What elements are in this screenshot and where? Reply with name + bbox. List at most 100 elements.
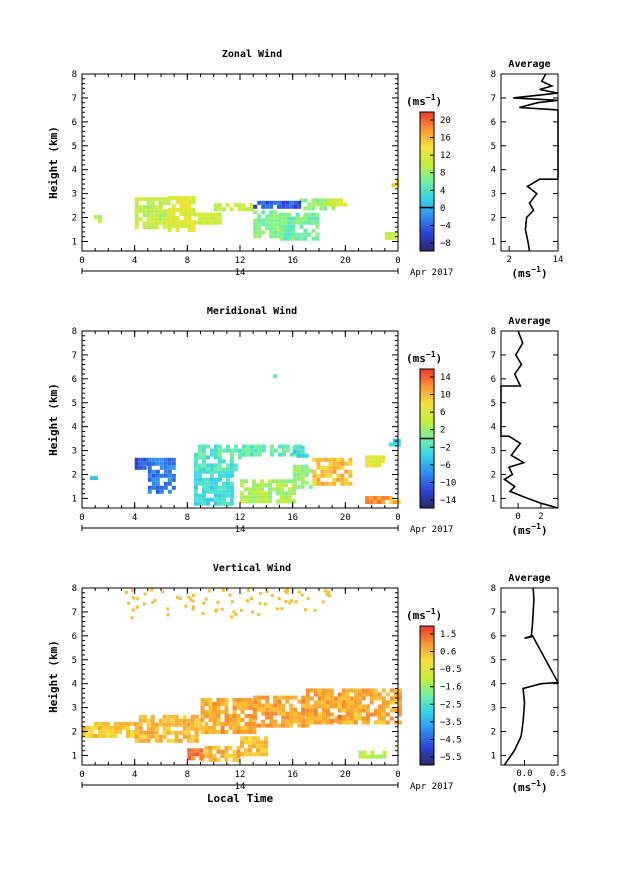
heatmap-cell [134, 461, 139, 466]
heatmap-cell [229, 469, 234, 474]
heatmap-cell [341, 688, 346, 693]
heatmap-cell [300, 468, 305, 473]
heatmap-cell [357, 692, 362, 697]
heatmap-cell [257, 452, 262, 457]
heatmap-cell [191, 200, 196, 204]
heatmap-cell [244, 740, 248, 745]
heatmap-cell [208, 718, 213, 722]
heatmap-cell [237, 203, 242, 208]
heatmap-cell [269, 444, 274, 449]
heatmap-cell [187, 595, 191, 599]
heatmap-cell [381, 496, 386, 500]
heatmap-cell [315, 224, 320, 229]
heatmap-cell [150, 225, 155, 230]
heatmap-cell [261, 204, 266, 209]
x-tick-label: 20 [340, 770, 351, 780]
heatmap-cell [373, 463, 378, 468]
heatmap-cell [212, 730, 217, 734]
heatmap-cell [321, 720, 326, 725]
x-tick-label: 16 [287, 770, 298, 780]
heatmap-cell [154, 738, 159, 743]
heatmap-cell [264, 491, 268, 496]
heatmap-cell [265, 222, 270, 227]
heatmap-cell [313, 708, 318, 713]
heatmap-cell [147, 489, 152, 494]
heatmap-cell [236, 718, 241, 722]
x-tick-label: 20 [340, 256, 351, 266]
heatmap-cell [285, 719, 290, 724]
average-y-tick-label: 5 [491, 142, 496, 152]
heatmap-cell [381, 712, 386, 717]
heatmap-cell [373, 692, 378, 697]
heatmap-cell [396, 438, 401, 443]
heatmap-cell [167, 473, 172, 478]
heatmap-cell [332, 477, 337, 482]
heatmap-cell [311, 220, 316, 225]
heatmap-cell [217, 463, 222, 468]
heatmap-cell [171, 224, 176, 228]
heatmap-cell [277, 723, 282, 728]
heatmap-cell [337, 704, 342, 709]
heatmap-cell [253, 230, 258, 235]
heatmap-cell [297, 719, 302, 724]
heatmap-cell [317, 696, 322, 701]
heatmap-cell [245, 452, 250, 457]
heatmap-cell [313, 608, 317, 612]
heatmap-cell [317, 720, 322, 725]
heatmap-cell [208, 706, 213, 710]
heatmap-cell [323, 202, 327, 207]
heatmap-cell [213, 481, 218, 486]
heatmap-cell [344, 477, 349, 482]
heatmap-cell [333, 718, 338, 723]
colorbar [419, 625, 435, 766]
heatmap-cell [183, 208, 188, 212]
heatmap-cell [183, 224, 188, 228]
heatmap-cell [288, 479, 292, 484]
heatmap-cell [277, 452, 282, 457]
colorbar-tick-label: −6 [440, 461, 451, 471]
heatmap-cell [303, 206, 308, 211]
heatmap-cell [186, 730, 191, 735]
heatmap-cell [151, 457, 156, 462]
heatmap-cell [315, 220, 320, 225]
heatmap-cell [284, 600, 288, 604]
heatmap-cell [183, 196, 188, 200]
heatmap-cell [257, 230, 262, 235]
heatmap-cell [337, 718, 342, 723]
heatmap-cell [232, 753, 237, 758]
date-label: 14 [235, 268, 246, 278]
heatmap-cell [217, 469, 222, 474]
heatmap-cell [331, 202, 335, 207]
heatmap-cell [393, 688, 398, 693]
heatmap-cell [303, 232, 308, 237]
heatmap-cell [221, 493, 226, 498]
heatmap-cell [183, 212, 188, 216]
x-tick-label: 0 [395, 770, 400, 780]
heatmap-cell [236, 702, 241, 706]
heatmap-cell [142, 730, 147, 735]
heatmap-cell [259, 592, 263, 595]
heatmap-cell [205, 497, 210, 502]
heatmap-cell [178, 722, 183, 727]
heatmap-cell [249, 448, 254, 453]
heatmap-cell [397, 688, 402, 693]
heatmap-cell [257, 222, 262, 227]
heatmap-cell [357, 708, 362, 713]
heatmap-cell [134, 734, 139, 739]
heatmap-cell [305, 708, 310, 713]
heatmap-cell [333, 704, 338, 709]
heatmap-cell [193, 497, 198, 502]
heatmap-cell [167, 481, 172, 486]
heatmap-cell [311, 198, 316, 203]
heatmap-cell [155, 481, 160, 486]
heatmap-cell [158, 722, 163, 727]
heatmap-cell [292, 476, 297, 481]
heatmap-cell [134, 209, 139, 214]
heatmap-cell [319, 202, 324, 207]
heatmap-cell [293, 707, 298, 712]
x-tick-label: 0 [79, 256, 84, 266]
heatmap-cell [174, 734, 179, 739]
heatmap-cell [138, 461, 143, 466]
heatmap-cell [246, 599, 250, 603]
heatmap-cell [150, 726, 155, 731]
